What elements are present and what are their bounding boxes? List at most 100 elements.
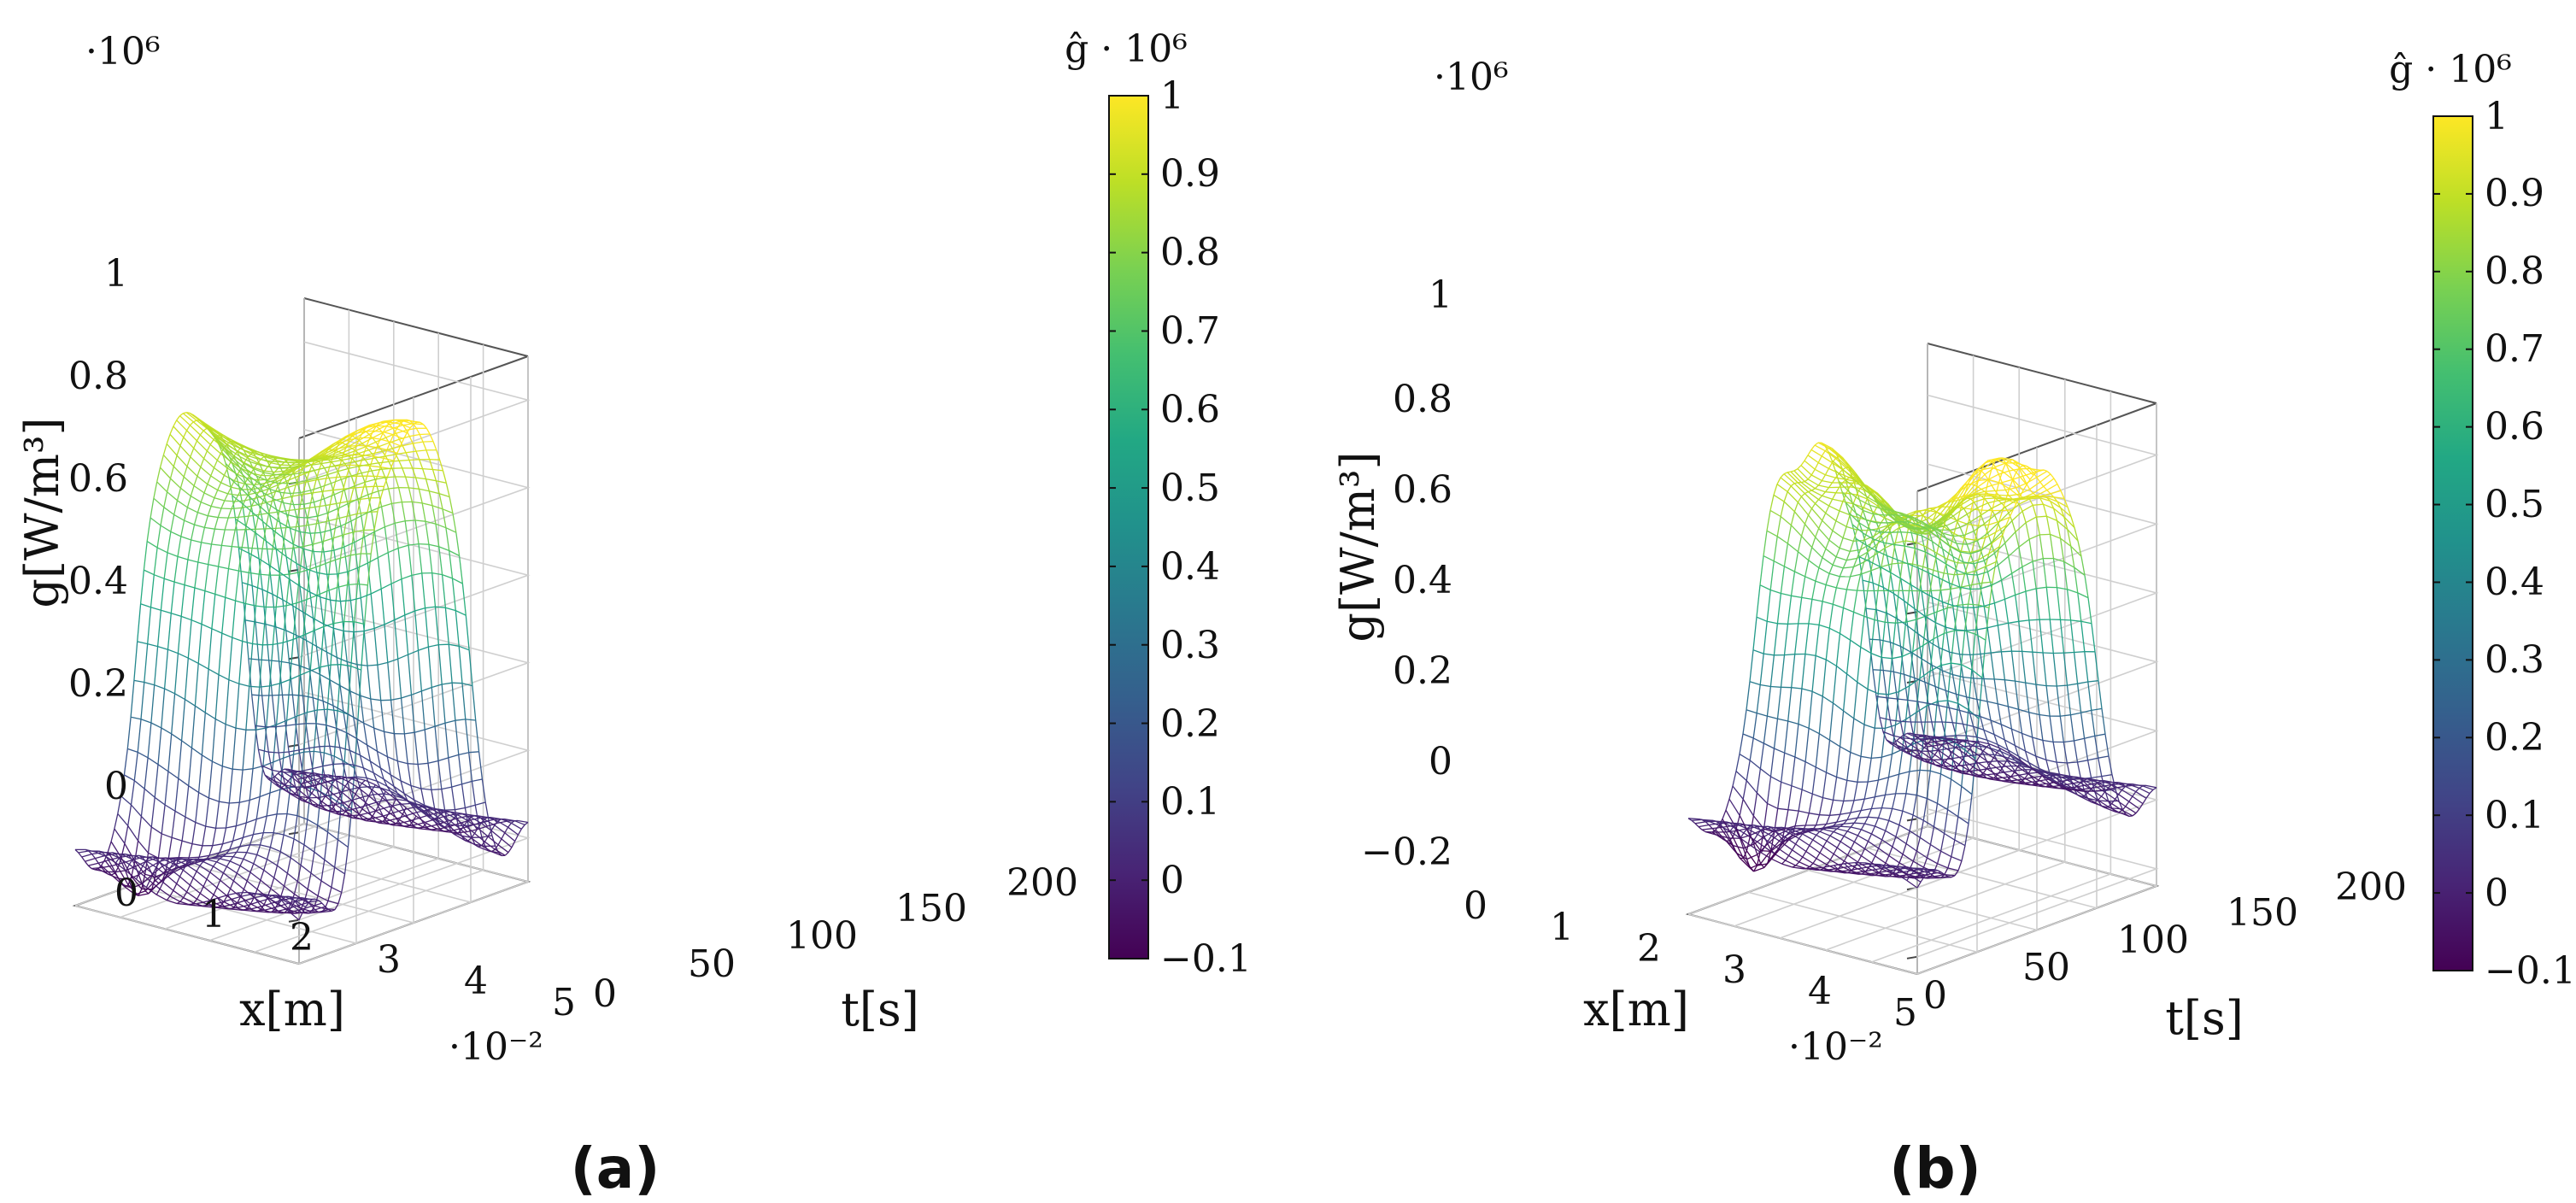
surface-segment xyxy=(2094,651,2099,681)
surface-segment xyxy=(340,525,345,548)
surface-segment xyxy=(308,900,320,903)
surface-segment xyxy=(1698,824,1710,828)
surface-segment xyxy=(2045,779,2050,784)
surface-segment xyxy=(235,518,246,526)
surface-segment xyxy=(1959,526,1964,536)
surface-segment xyxy=(378,461,390,464)
surface-segment xyxy=(1877,757,1883,781)
surface-segment xyxy=(1732,771,1737,787)
surface-segment xyxy=(275,725,286,728)
surface-segment xyxy=(242,474,254,485)
surface-segment xyxy=(334,490,345,496)
surface-segment xyxy=(393,786,398,794)
surface-segment xyxy=(226,461,232,469)
surface-segment xyxy=(1877,807,1883,819)
surface-segment xyxy=(174,778,179,812)
surface-segment xyxy=(397,659,402,699)
surface-segment xyxy=(358,449,369,455)
surface-segment xyxy=(155,880,160,884)
surface-segment xyxy=(285,679,291,721)
surface-segment xyxy=(1964,709,1969,750)
surface-segment xyxy=(1780,501,1785,517)
surface-segment xyxy=(425,478,437,482)
surface-segment xyxy=(307,889,319,897)
surface-segment xyxy=(325,907,336,911)
surface-segment xyxy=(1928,572,1933,597)
surface-segment xyxy=(419,434,424,443)
surface-segment xyxy=(2073,652,2079,684)
surface-segment xyxy=(164,688,175,695)
surface-segment xyxy=(511,822,522,830)
surface-segment xyxy=(300,670,311,676)
surface-segment xyxy=(290,857,302,866)
surface-segment xyxy=(331,459,342,463)
surface-segment xyxy=(422,822,427,828)
surface-segment xyxy=(2063,742,2068,764)
surface-segment xyxy=(1814,484,1819,490)
surface-segment xyxy=(178,740,183,779)
surface-segment xyxy=(421,502,426,522)
grid-a xyxy=(74,298,531,965)
surface-segment xyxy=(370,588,382,595)
colorbar-tick-label: 0.8 xyxy=(1160,231,1220,274)
colorbar-tick-label: 0.6 xyxy=(1160,388,1220,431)
surface-segment xyxy=(238,570,249,573)
surface-segment xyxy=(384,790,396,801)
surface-segment xyxy=(1794,623,1799,654)
surface-segment xyxy=(379,806,390,811)
surface-segment xyxy=(373,511,378,531)
surface-segment xyxy=(147,826,152,854)
surface-segment xyxy=(311,906,316,911)
surface-segment xyxy=(461,583,466,616)
surface-segment xyxy=(259,792,271,798)
surface-segment xyxy=(133,641,138,681)
surface-segment xyxy=(1886,697,1891,720)
surface-segment xyxy=(1874,590,1879,620)
surface-segment xyxy=(157,764,169,772)
surface-segment xyxy=(419,488,430,492)
surface-segment xyxy=(286,513,297,519)
surface-segment xyxy=(268,549,273,576)
surface-segment xyxy=(279,678,290,684)
surface-segment xyxy=(470,817,481,821)
surface-segment xyxy=(214,801,220,829)
surface-segment xyxy=(444,809,455,811)
surface-segment xyxy=(187,559,198,563)
surface-segment xyxy=(164,804,176,812)
surface-segment xyxy=(1860,725,1865,757)
surface-segment xyxy=(176,488,182,501)
surface-segment xyxy=(290,527,301,533)
surface-segment xyxy=(302,492,314,496)
surface-segment xyxy=(508,847,513,854)
surface-segment xyxy=(1969,521,1975,531)
surface-segment xyxy=(1892,793,1897,809)
surface-segment xyxy=(347,503,352,522)
surface-segment xyxy=(226,895,238,904)
surface-segment xyxy=(410,802,421,806)
surface-segment xyxy=(309,631,314,672)
surface-segment xyxy=(361,453,373,457)
surface-segment xyxy=(339,747,350,752)
surface-segment xyxy=(291,772,296,788)
surface-segment xyxy=(150,722,162,729)
surface-segment xyxy=(468,649,473,686)
surface-segment xyxy=(342,811,346,815)
surface-segment xyxy=(480,817,491,819)
surface-segment xyxy=(378,490,383,508)
surface-segment xyxy=(397,760,408,765)
surface-segment xyxy=(1694,821,1706,824)
surface-segment xyxy=(425,427,431,435)
surface-segment xyxy=(344,785,356,795)
surface-segment xyxy=(1807,474,1812,480)
surface-segment xyxy=(1869,560,1874,584)
surface-segment xyxy=(426,809,438,818)
surface-segment xyxy=(343,847,349,874)
surface-segment xyxy=(409,803,414,808)
surface-segment xyxy=(2087,681,2092,711)
surface-segment xyxy=(481,836,486,847)
surface-segment xyxy=(309,543,314,570)
surface-segment xyxy=(1753,839,1765,848)
surface-segment xyxy=(238,770,244,803)
surface-segment xyxy=(291,463,302,467)
surface-segment xyxy=(1795,865,1807,870)
